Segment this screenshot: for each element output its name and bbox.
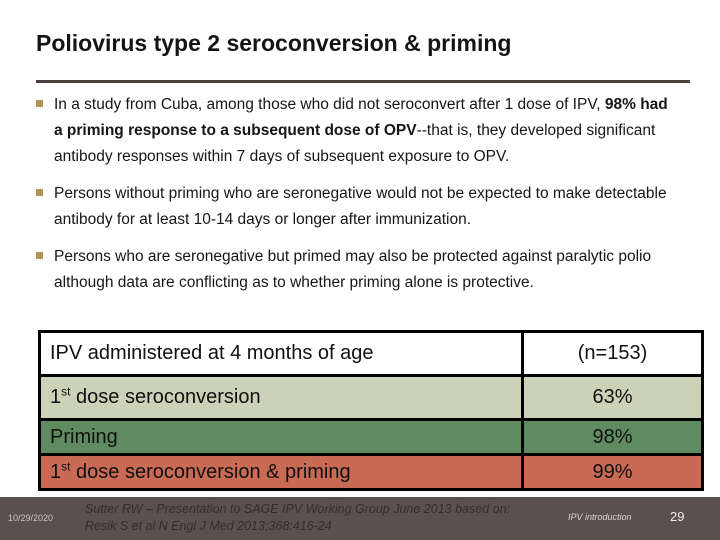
row-label-post: dose seroconversion xyxy=(70,386,261,408)
title-divider xyxy=(36,80,690,83)
slide-footer: 10/29/2020 Sutter RW – Presentation to S… xyxy=(0,497,720,540)
footer-section-label: IPV introduction xyxy=(568,512,632,522)
footer-date: 10/29/2020 xyxy=(8,513,54,523)
table-row-value: 99% xyxy=(521,453,704,491)
table-header-label: IPV administered at 4 months of age xyxy=(38,330,524,377)
bullet-text-pre: Persons without priming who are seronega… xyxy=(54,185,667,228)
bullet-text: Persons who are seronegative but primed … xyxy=(54,244,672,296)
bullet-text-post: --that is, they developed significant an… xyxy=(54,122,656,165)
bullet-text: Persons without priming who are seronega… xyxy=(54,181,672,233)
table-row-seroconversion: 1st dose seroconversion 63% xyxy=(38,374,704,421)
results-table: IPV administered at 4 months of age (n=1… xyxy=(38,330,704,491)
row-label-post: dose seroconversion & priming xyxy=(70,460,351,483)
row-label-pre: Priming xyxy=(50,425,118,448)
row-label-superscript: st xyxy=(61,458,71,473)
table-row-label: 1st dose seroconversion & priming xyxy=(38,453,524,491)
bullet-square-icon xyxy=(36,100,43,107)
row-label-pre: 1 xyxy=(50,386,62,408)
bullet-text-pre: Persons who are seronegative but primed … xyxy=(54,248,652,291)
bullet-text-pre: In a study from Cuba, among those who di… xyxy=(54,96,605,113)
table-row-label: 1st dose seroconversion xyxy=(38,374,524,421)
row-label-pre: 1 xyxy=(50,460,62,483)
table-row-value: 63% xyxy=(521,374,704,421)
bullet-list: In a study from Cuba, among those who di… xyxy=(36,92,686,307)
table-row-value: 98% xyxy=(521,418,704,456)
slide-title: Poliovirus type 2 seroconversion & primi… xyxy=(36,30,512,56)
table-header-row: IPV administered at 4 months of age (n=1… xyxy=(38,330,704,377)
bullet-item: Persons without priming who are seronega… xyxy=(36,181,686,233)
footer-citation: Sutter RW – Presentation to SAGE IPV Wor… xyxy=(85,501,510,535)
table-row-seroconversion-and-priming: 1st dose seroconversion & priming 99% xyxy=(38,453,704,491)
bullet-square-icon xyxy=(36,189,43,196)
footer-citation-line2: Resik S et al N Engl J Med 2013;368:416-… xyxy=(85,519,332,533)
bullet-text: In a study from Cuba, among those who di… xyxy=(54,92,672,170)
bullet-text-bold: 98% had a priming response to a subseque… xyxy=(54,96,668,139)
table-row-priming: Priming 98% xyxy=(38,418,704,456)
bullet-square-icon xyxy=(36,252,43,259)
bullet-item: Persons who are seronegative but primed … xyxy=(36,244,686,296)
table-header-value: (n=153) xyxy=(521,330,704,377)
table-row-label: Priming xyxy=(38,418,524,456)
bullet-item: In a study from Cuba, among those who di… xyxy=(36,92,686,170)
footer-citation-line1: Sutter RW – Presentation to SAGE IPV Wor… xyxy=(85,502,510,516)
footer-page-number: 29 xyxy=(670,509,685,524)
row-label-superscript: st xyxy=(61,384,71,399)
